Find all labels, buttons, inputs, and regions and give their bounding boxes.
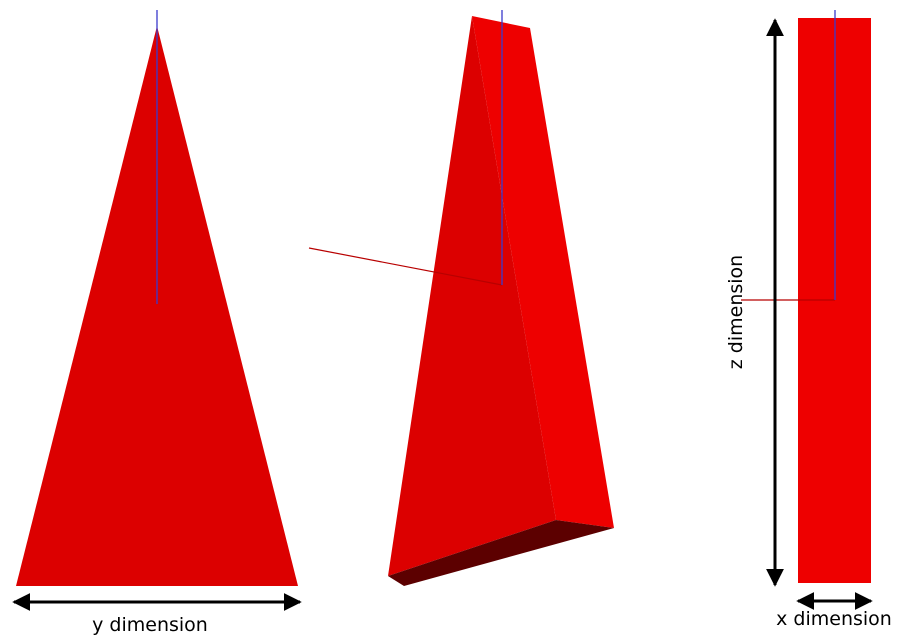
wedge-side-face [472,16,614,528]
front-view: y dimension [12,10,302,636]
wedge-bottom-face [388,520,614,586]
x-dimension-label: x dimension [776,608,892,630]
perspective-view [308,10,614,586]
wedge-front-face [388,16,556,576]
z-dimension-label: z dimension [725,255,747,369]
y-dimension-label: y dimension [92,614,208,636]
perspective-x-axis [308,247,503,286]
front-view-triangle [16,26,298,586]
side-view: z dimension x dimension [725,10,892,630]
